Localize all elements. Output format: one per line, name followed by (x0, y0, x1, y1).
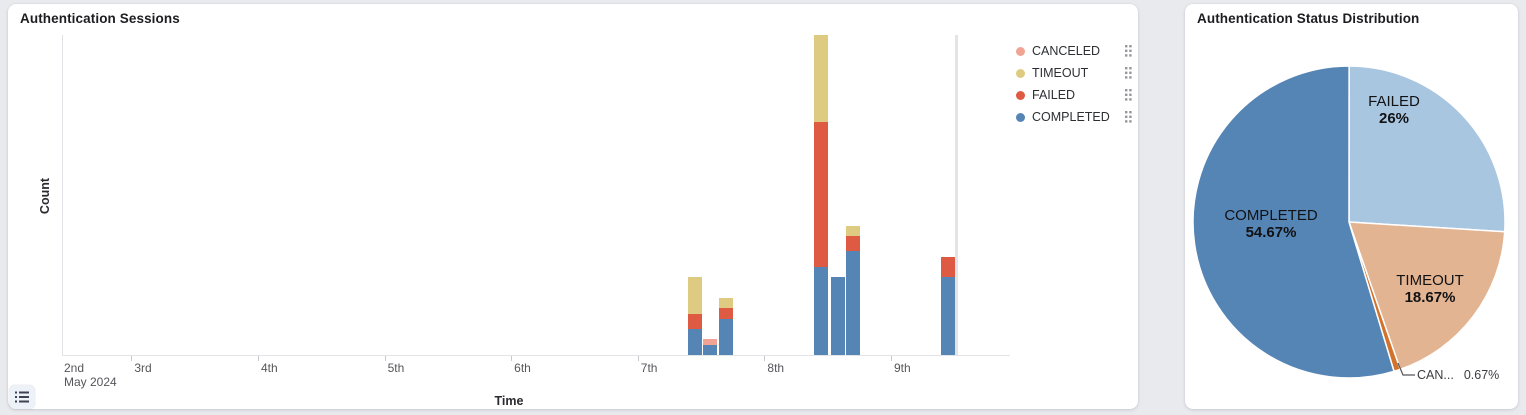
pie-label-canceled: CAN... 0.67% (1417, 368, 1499, 382)
panel-title-auth-sessions: Authentication Sessions (20, 11, 180, 26)
bar-segment-completed[interactable] (830, 277, 845, 355)
y-axis-title: Count (38, 177, 52, 215)
stacked-bar[interactable] (687, 277, 702, 355)
legend-color-dot (1016, 112, 1025, 122)
x-axis-tick-label: 8th (767, 361, 785, 375)
bar-segment-failed[interactable] (846, 235, 861, 252)
pie-label-failed-name: FAILED (1368, 93, 1420, 110)
stacked-bar[interactable] (718, 298, 733, 355)
x-axis-tick-mark (890, 356, 892, 361)
pie-label-canceled-pct: 0.67% (1463, 368, 1500, 382)
bar-segment-failed[interactable] (687, 313, 702, 330)
pie-label-timeout-name: TIMEOUT (1396, 272, 1464, 289)
bar-segment-completed[interactable] (687, 329, 702, 355)
legend-color-dot (1016, 90, 1025, 100)
x-axis-tick-mark (511, 356, 513, 361)
pie-label-canceled-name: CAN... (1417, 368, 1454, 382)
bar-chart-plot-area (62, 35, 1010, 356)
pie-chart (1192, 65, 1506, 379)
pie-label-timeout: TIMEOUT 18.67% (1370, 272, 1490, 306)
legend-color-dot (1016, 68, 1025, 78)
stacked-bar[interactable] (703, 339, 718, 355)
pie-label-completed-pct: 54.67% (1245, 224, 1297, 241)
x-axis-tick-mark (764, 356, 766, 361)
pie-slice-completed[interactable] (1192, 65, 1395, 379)
legend-item-timeout[interactable]: TIMEOUT (1008, 62, 1134, 84)
legend-item-completed[interactable]: COMPLETED (1008, 106, 1134, 128)
legend-drag-handle-icon[interactable] (1125, 89, 1132, 101)
bar-segment-completed[interactable] (814, 266, 829, 355)
bar-segment-failed[interactable] (814, 122, 829, 267)
pie-label-completed-name: COMPLETED (1224, 207, 1318, 224)
bar-segment-canceled[interactable] (703, 339, 718, 345)
chart-legend: CANCELED TIMEOUT FAILED COMPLETED (1008, 40, 1134, 128)
current-time-marker-line (954, 35, 958, 355)
x-axis-tick-label: 6th (514, 361, 531, 375)
legend-drag-handle-icon[interactable] (1125, 67, 1132, 79)
x-axis-tick-mark (131, 356, 133, 361)
x-axis-min-day: 2nd (64, 361, 85, 375)
stacked-bar[interactable] (814, 35, 829, 355)
stacked-bar[interactable] (846, 225, 861, 355)
panel-title-auth-status: Authentication Status Distribution (1197, 11, 1420, 26)
x-axis-tick-mark (637, 356, 639, 361)
pie-label-completed: COMPLETED 54.67% (1201, 207, 1341, 241)
x-axis-tick-label: 9th (893, 361, 911, 375)
bar-segment-completed[interactable] (718, 318, 733, 355)
legend-color-dot (1016, 46, 1025, 56)
pie-slice-failed[interactable] (1348, 65, 1506, 233)
x-axis-tick-label: 5th (387, 361, 405, 375)
legend-drag-handle-icon[interactable] (1125, 45, 1132, 57)
bar-segment-completed[interactable] (846, 251, 861, 355)
legend-label: CANCELED (1032, 44, 1101, 58)
bar-segment-failed[interactable] (718, 308, 733, 319)
legend-label: TIMEOUT (1032, 66, 1089, 80)
x-axis-min-label: 2nd May 2024 (64, 361, 117, 389)
legend-list-toggle-button[interactable] (9, 385, 35, 409)
bar-segment-timeout[interactable] (814, 35, 829, 123)
x-axis-tick-label: 3rd (134, 361, 152, 375)
x-axis-tick-label: 4th (260, 361, 278, 375)
bar-segment-timeout[interactable] (687, 277, 702, 314)
bar-segment-failed[interactable] (941, 256, 956, 278)
pie-label-failed: FAILED 26% (1334, 93, 1454, 127)
stacked-bar[interactable] (941, 256, 956, 355)
x-axis-tick-mark (384, 356, 386, 361)
stacked-bar[interactable] (830, 277, 845, 355)
pie-label-failed-pct: 26% (1378, 110, 1410, 127)
legend-item-canceled[interactable]: CANCELED (1008, 40, 1134, 62)
legend-item-failed[interactable]: FAILED (1008, 84, 1134, 106)
x-axis-tick-label: 7th (640, 361, 658, 375)
list-icon (15, 391, 29, 403)
bar-segment-completed[interactable] (703, 344, 718, 355)
x-axis-tick-mark (257, 356, 259, 361)
auth-sessions-panel: Authentication Sessions Count 3rd 4th 5th 6… (8, 4, 1138, 409)
legend-drag-handle-icon[interactable] (1125, 111, 1132, 123)
x-axis-min-month: May 2024 (64, 375, 117, 389)
auth-status-panel: Authentication Status Distribution FAILE… (1185, 4, 1518, 409)
bar-segment-timeout[interactable] (846, 225, 861, 236)
legend-label: COMPLETED (1032, 110, 1110, 124)
legend-label: FAILED (1032, 88, 1076, 102)
x-axis-title: Time (494, 394, 524, 408)
bar-segment-timeout[interactable] (718, 298, 733, 309)
pie-label-timeout-pct: 18.67% (1404, 289, 1456, 306)
bar-segment-completed[interactable] (941, 277, 956, 355)
